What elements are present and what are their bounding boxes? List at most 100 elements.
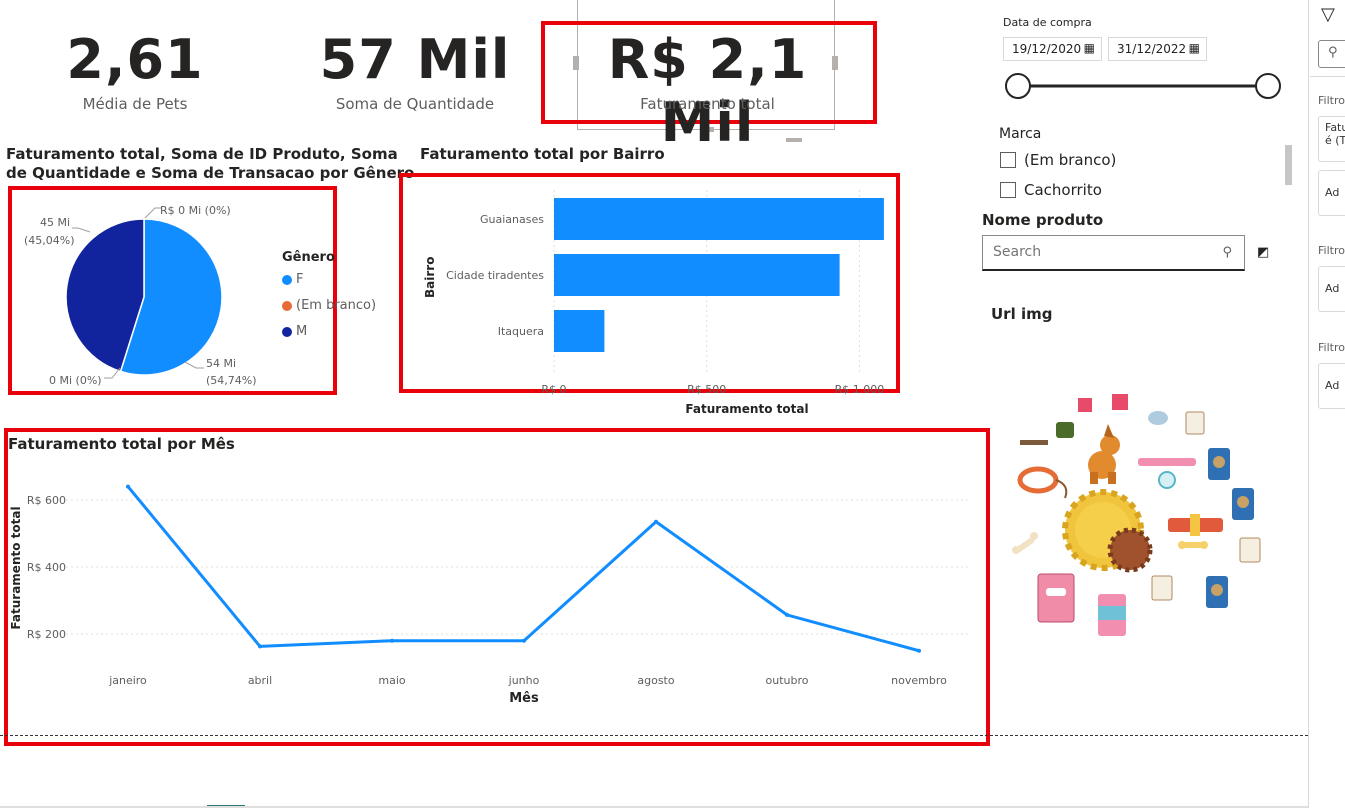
pie-leader-line xyxy=(184,361,204,369)
filter-card-text: Fatu xyxy=(1325,121,1345,134)
line-x-tick-label: maio xyxy=(378,674,406,687)
nome-produto-search-box[interactable]: ⚲ xyxy=(982,235,1245,271)
line-point-maio[interactable] xyxy=(390,638,394,643)
legend-label: (Em branco) xyxy=(296,298,377,313)
search-icon[interactable]: ⚲ xyxy=(1222,245,1232,260)
line-chart[interactable]: R$ 200 R$ 400 R$ 600 janeiro abril maio junho… xyxy=(6,460,986,710)
line-point-agosto[interactable] xyxy=(654,519,658,524)
bar-category-label: Guaianases xyxy=(480,213,544,226)
kpi-soma-quantidade-value: 57 Mil xyxy=(319,28,511,91)
kpi-faturamento-label: Faturamento total xyxy=(640,95,775,113)
filters-pane-divider xyxy=(1308,0,1309,808)
bar-category-label: Itaquera xyxy=(498,325,544,338)
bar-guaianases[interactable] xyxy=(554,198,884,240)
pie-label-top: R$ 0 Mi (0%) xyxy=(160,204,231,217)
legend-label: M xyxy=(296,324,308,339)
date-slicer-title: Data de compra xyxy=(1003,16,1092,29)
filter-card-faturamento[interactable]: Fatu é (T xyxy=(1318,116,1345,162)
legend-label: F xyxy=(296,272,304,287)
calendar-icon[interactable]: ▦ xyxy=(1188,41,1200,55)
bar-x-tick-label: R$ 0 xyxy=(541,383,566,396)
date-start-value: 19/12/2020 xyxy=(1012,42,1082,56)
bar-category-label: Cidade tiradentes xyxy=(446,269,544,282)
marca-checkbox-cachorrito[interactable] xyxy=(1000,182,1016,198)
bar-cidade-tiradentes[interactable] xyxy=(554,254,840,296)
pink-collar-icon xyxy=(1138,458,1196,489)
date-end-input[interactable]: 31/12/2022 ▦ xyxy=(1108,37,1207,61)
pie-legend-item-em-branco[interactable]: (Em branco) xyxy=(282,298,376,313)
line-y-tick-label: R$ 600 xyxy=(27,494,66,507)
highlight-box-line xyxy=(4,428,990,746)
dog-icon xyxy=(1088,424,1120,484)
pie-legend-item-f[interactable]: F xyxy=(282,272,303,287)
pie-chart[interactable]: R$ 0 Mi (0%) 45 Mi (45,04%) 0 Mi (0%) 54… xyxy=(0,190,340,395)
filter-funnel-icon[interactable]: ▽ xyxy=(1321,4,1335,25)
bar-x-tick-label: R$ 500 xyxy=(687,383,726,396)
filter-section-header: Filtro xyxy=(1318,341,1345,354)
visual-resize-handle[interactable] xyxy=(700,127,714,132)
marca-item-label[interactable]: Cachorrito xyxy=(1024,181,1102,199)
search-input[interactable] xyxy=(991,243,1205,261)
bar-itaquera[interactable] xyxy=(554,310,605,352)
highlight-box-pie xyxy=(8,186,337,395)
visual-resize-handle[interactable] xyxy=(786,138,802,142)
line-x-tick-label: novembro xyxy=(891,674,947,687)
eraser-icon[interactable]: ◩ xyxy=(1257,245,1270,260)
filter-section-header: Filtro xyxy=(1318,244,1345,257)
legend-dot-icon xyxy=(282,300,292,311)
line-x-axis-label: Mês xyxy=(509,691,539,706)
pie-leader-line xyxy=(144,207,162,219)
kpi-media-pets-label: Média de Pets xyxy=(82,95,188,113)
page-boundary-line xyxy=(0,735,1308,736)
bone-icon xyxy=(1012,532,1038,554)
line-x-tick-label: abril xyxy=(248,674,272,687)
visual-resize-handle[interactable] xyxy=(832,56,838,70)
bone-icon xyxy=(1178,541,1208,549)
pie-slice-f[interactable] xyxy=(119,218,223,376)
marca-item-label[interactable]: (Em branco) xyxy=(1024,151,1117,169)
pie-legend-item-m[interactable]: M xyxy=(282,324,307,339)
kpi-faturamento-value: R$ 2,1 Mil xyxy=(607,28,808,154)
pet-food-tag-icon xyxy=(1239,537,1261,563)
pie-label-bottom-right-value: 54 Mi xyxy=(206,357,236,370)
bar-y-axis-label: Bairro xyxy=(423,257,437,298)
calendar-icon[interactable]: ▦ xyxy=(1083,41,1095,55)
date-start-input[interactable]: 19/12/2020 ▦ xyxy=(1003,37,1102,61)
dog-food-bag-icon xyxy=(1206,576,1228,608)
line-x-tick-label: outubro xyxy=(766,674,809,687)
pie-label-bottom-right-pct: (54,74%) xyxy=(206,374,257,387)
add-data-field-button[interactable]: Ad xyxy=(1318,363,1345,409)
pie-title-line-2: de Quantidade e Soma de Transacao por Gê… xyxy=(6,164,415,182)
pet-shirt-icon xyxy=(1078,398,1092,412)
line-point-abril[interactable] xyxy=(258,644,262,649)
pet-food-tag-icon xyxy=(1185,411,1205,435)
slider-handle-start xyxy=(1005,73,1031,99)
line-point-novembro[interactable] xyxy=(917,648,921,653)
search-icon[interactable]: ⚲ xyxy=(1328,45,1338,60)
line-point-janeiro[interactable] xyxy=(126,484,130,489)
date-range-slider[interactable] xyxy=(1000,70,1290,102)
add-data-label: Ad xyxy=(1325,282,1340,295)
bar-chart[interactable]: Guaianases Cidade tiradentes Itaquera R$ 0… xyxy=(400,180,900,425)
line-series-faturamento xyxy=(126,485,920,653)
filter-card-text: é (T xyxy=(1325,134,1345,147)
bottom-bar xyxy=(0,806,1308,808)
visual-resize-handle[interactable] xyxy=(573,56,579,70)
kpi-media-pets-value: 2,61 xyxy=(66,28,204,91)
line-title: Faturamento total por Mês xyxy=(8,435,235,453)
leash-icon xyxy=(1020,440,1048,445)
marca-checkbox-em-branco[interactable] xyxy=(1000,152,1016,168)
filters-search-box[interactable]: ⚲ xyxy=(1318,40,1345,68)
legend-dot-icon xyxy=(282,326,292,337)
add-data-field-button[interactable]: Ad xyxy=(1318,170,1345,216)
marca-scrollbar[interactable] xyxy=(1285,145,1292,185)
pie-label-left-pct: (45,04%) xyxy=(24,234,75,247)
line-point-junho[interactable] xyxy=(522,638,526,643)
brown-spiky-ball-icon xyxy=(1107,527,1153,573)
pie-slice-m[interactable] xyxy=(65,218,145,373)
legend-dot-icon xyxy=(282,274,292,285)
add-data-label: Ad xyxy=(1325,186,1340,199)
line-point-outubro[interactable] xyxy=(785,612,789,617)
url-img-title: Url img xyxy=(991,305,1053,323)
add-data-field-button[interactable]: Ad xyxy=(1318,266,1345,312)
